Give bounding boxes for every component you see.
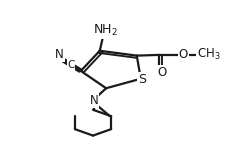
Text: N: N <box>55 48 64 61</box>
Text: C: C <box>67 60 75 70</box>
Text: N: N <box>90 94 99 107</box>
Text: S: S <box>138 73 146 86</box>
Text: O: O <box>158 66 167 79</box>
Text: O: O <box>179 48 188 61</box>
Text: CH$_3$: CH$_3$ <box>197 47 220 62</box>
Text: NH$_2$: NH$_2$ <box>93 23 118 38</box>
